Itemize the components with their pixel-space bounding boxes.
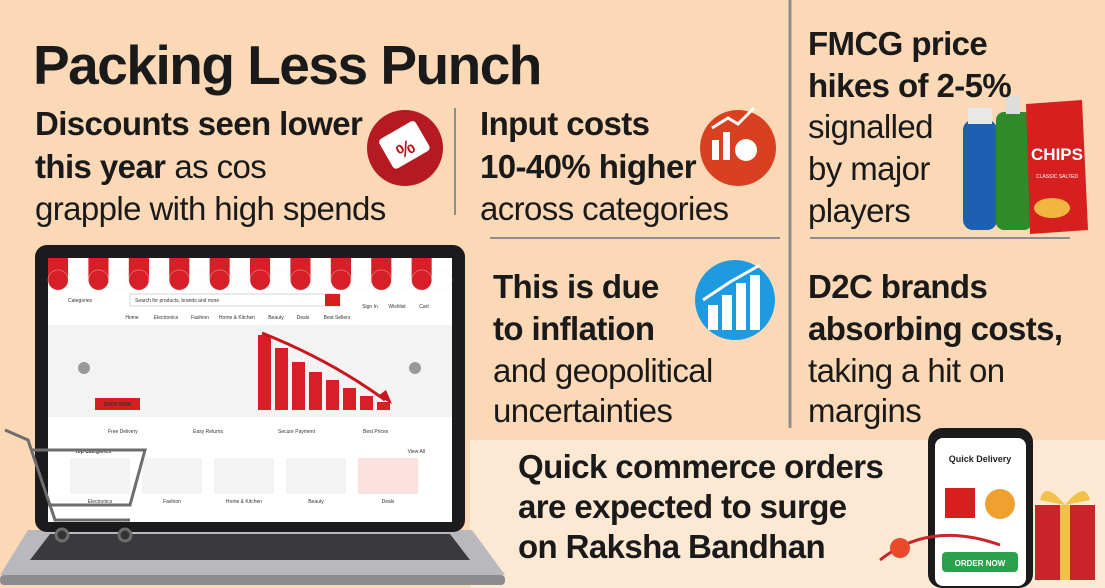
menu: Categories (68, 298, 93, 304)
text-segment: margins (808, 392, 921, 429)
nav-link: Beauty (268, 315, 284, 321)
category-label: Home & Kitchen (226, 499, 262, 505)
phone-button: ORDER NOW (955, 559, 1006, 568)
text-segment: are expected to surge (518, 488, 847, 525)
chips-flavor: CLASSIC SALTED (1036, 174, 1078, 180)
text-segment: Discounts seen lower (35, 105, 363, 142)
text-segment: as cos (174, 148, 266, 185)
cta: SHOP NOW (104, 402, 132, 408)
text-segment: and geopolitical (493, 352, 713, 389)
text-segment: grapple with high spends (35, 190, 386, 227)
search: Search for products, brands and more (135, 298, 219, 304)
title: Packing Less Punch (33, 34, 541, 96)
feature: Easy Returns (193, 429, 224, 435)
text-line: signalled (808, 108, 933, 145)
text-segment: Input costs (480, 105, 649, 142)
text-segment: across categories (480, 190, 729, 227)
text-line: on Raksha Bandhan (518, 528, 825, 565)
nav-link: Electronics (154, 315, 179, 321)
text-line: this year as cos (35, 148, 266, 185)
category-label: Deals (382, 499, 395, 505)
text-line: margins (808, 392, 921, 429)
text-segment: uncertainties (493, 392, 672, 429)
text-segment: Quick commerce orders (518, 448, 883, 485)
nav-link: Fashion (191, 315, 209, 321)
nav-link: Home & Kitchen (219, 315, 255, 321)
text-line: FMCG price (808, 25, 987, 62)
text-segment: FMCG price (808, 25, 987, 62)
text-line: taking a hit on (808, 352, 1004, 389)
text-segment: by major (808, 150, 930, 187)
text-segment: to inflation (493, 310, 654, 347)
cost-icon (700, 106, 776, 186)
category-tile (70, 458, 130, 494)
text-line: across categories (480, 190, 729, 227)
category-tile (286, 458, 346, 494)
discount-icon: % (367, 110, 443, 186)
text-line: D2C brands (808, 268, 987, 305)
header-link: Sign In (362, 304, 378, 310)
header-link: Wishlist (388, 304, 406, 310)
category-tile (358, 458, 418, 494)
category-label: Beauty (308, 499, 324, 505)
text-line: Discounts seen lower (35, 105, 363, 142)
text-segment: taking a hit on (808, 352, 1004, 389)
phone-header: Quick Delivery (949, 454, 1012, 464)
section-title: Top Categories (75, 449, 111, 455)
text-segment: D2C brands (808, 268, 987, 305)
header-link: Cart (419, 304, 429, 310)
text-segment: signalled (808, 108, 933, 145)
laptop: Categories Search for products, brands an… (0, 245, 505, 585)
text-line: are expected to surge (518, 488, 847, 525)
text-segment: on Raksha Bandhan (518, 528, 825, 565)
text-line: uncertainties (493, 392, 672, 429)
cart (4, 428, 147, 543)
text-line: players (808, 192, 910, 229)
category-tile (214, 458, 274, 494)
text-segment: this year (35, 148, 166, 185)
chips-brand: CHIPS (1031, 145, 1083, 164)
inflation-icon (695, 260, 775, 340)
nav-link: Home (125, 315, 139, 321)
text-line: 10-40% higher (480, 148, 697, 185)
text-line: by major (808, 150, 930, 187)
feature: Free Delivery (108, 429, 138, 435)
text-line: absorbing costs, (808, 310, 1062, 347)
category-label: Electronics (88, 499, 113, 505)
text-segment: This is due (493, 268, 659, 305)
text-segment: absorbing costs, (808, 310, 1062, 347)
gifts (879, 491, 1095, 580)
phone: Quick Delivery ORDER NOW (928, 428, 1033, 588)
text-line: grapple with high spends (35, 190, 386, 227)
nav-link: Best Sellers (324, 315, 351, 321)
text-line: This is due (493, 268, 659, 305)
text-segment: 10-40% higher (480, 148, 697, 185)
feature: Best Prices (363, 429, 389, 435)
nav-link: Deals (297, 315, 310, 321)
category-label: Fashion (163, 499, 181, 505)
text-line: and geopolitical (493, 352, 713, 389)
text-segment: players (808, 192, 910, 229)
text-line: to inflation (493, 310, 654, 347)
view-all: View All (408, 449, 425, 455)
feature: Secure Payment (278, 429, 316, 435)
text-line: hikes of 2-5% (808, 67, 1011, 104)
products: CHIPS CLASSIC SALTED (963, 96, 1088, 234)
category-tile (142, 458, 202, 494)
text-line: Quick commerce orders (518, 448, 883, 485)
text-line: Input costs (480, 105, 649, 142)
text-segment: hikes of 2-5% (808, 67, 1011, 104)
